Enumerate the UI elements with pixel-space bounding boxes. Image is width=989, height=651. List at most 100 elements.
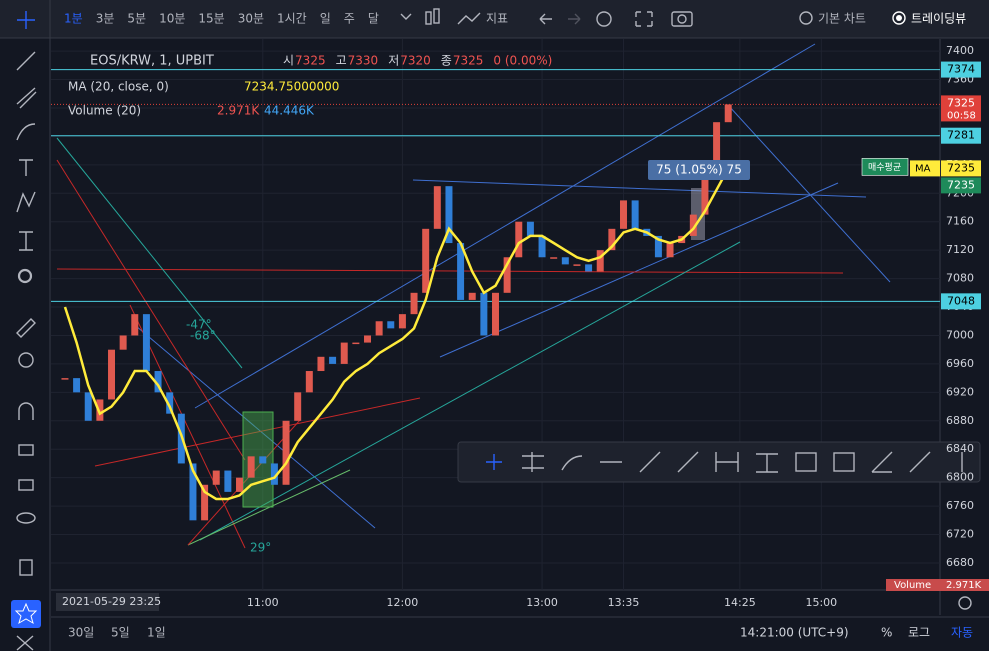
lock-tool[interactable] xyxy=(18,479,34,491)
trendline-green2 xyxy=(56,137,243,369)
ohlc-key: 시 xyxy=(283,54,294,68)
ohlc-value: 7325 xyxy=(295,54,326,68)
measure-tool[interactable] xyxy=(19,231,33,251)
candle xyxy=(259,456,267,464)
pitchfork-tool[interactable] xyxy=(16,87,37,109)
ma-price-label: 7235 xyxy=(947,161,975,174)
candle-type-button[interactable] xyxy=(425,8,440,25)
float-tool[interactable] xyxy=(561,455,583,471)
ma-line xyxy=(63,167,730,501)
redo-button[interactable] xyxy=(568,13,581,25)
angle-label: -68° xyxy=(190,329,216,343)
screenshot-button[interactable] xyxy=(671,11,693,27)
axis-settings[interactable] xyxy=(958,596,972,610)
y-tick-label: 6960 xyxy=(946,357,974,370)
range-button[interactable]: 1일 xyxy=(147,626,166,640)
candle xyxy=(212,470,220,485)
float-tool[interactable] xyxy=(715,452,739,472)
volume-label-name: Volume xyxy=(894,580,931,591)
y-tick-label: 6760 xyxy=(946,499,974,512)
candle xyxy=(457,243,465,300)
pattern-tool[interactable] xyxy=(16,191,36,213)
chart-mode-option[interactable]: 기본 차트 xyxy=(818,12,866,26)
candle xyxy=(666,243,674,258)
visibility-tool[interactable] xyxy=(16,512,36,524)
clock: 14:21:00 (UTC+9) xyxy=(740,626,849,640)
ma-price-box xyxy=(941,160,981,177)
ohlc-value: 7320 xyxy=(400,54,431,68)
x-tick-label: 12:00 xyxy=(387,596,419,609)
candle xyxy=(492,292,499,336)
volume-value-box xyxy=(940,579,989,591)
candle xyxy=(445,186,453,244)
float-tool[interactable] xyxy=(871,451,893,473)
trendline-arrow2 xyxy=(135,325,376,529)
candle xyxy=(131,314,139,336)
position-tag: 매수평균 xyxy=(868,162,901,173)
range-button[interactable]: 5일 xyxy=(111,626,130,640)
candle xyxy=(352,342,360,345)
interval-button[interactable]: 30분 xyxy=(238,12,264,26)
float-tool[interactable] xyxy=(833,452,855,472)
volume-title: Volume (20) xyxy=(68,104,141,118)
hide-tool[interactable] xyxy=(16,635,34,651)
price-label: 7281 xyxy=(947,129,975,142)
candle xyxy=(596,250,604,272)
interval-button[interactable]: 1분 xyxy=(64,12,83,26)
magnet-tool[interactable] xyxy=(18,402,34,420)
float-crosshair[interactable] xyxy=(486,454,502,470)
interval-button[interactable]: 3분 xyxy=(96,12,115,26)
candle xyxy=(166,392,174,414)
favorite-tool[interactable] xyxy=(11,600,41,628)
crosshair-date-box xyxy=(56,593,159,611)
chart-mode-option[interactable]: 트레이딩뷰 xyxy=(911,12,966,26)
y-tick-label: 6920 xyxy=(946,385,974,398)
y-tick-label: 6680 xyxy=(946,556,974,569)
ohlc-key: 종 xyxy=(441,54,452,68)
candle xyxy=(96,399,104,421)
float-tool[interactable] xyxy=(756,453,778,473)
scale-option[interactable]: 자동 xyxy=(951,626,973,640)
scale-option[interactable]: % xyxy=(881,626,892,640)
undo-button[interactable] xyxy=(539,13,552,25)
crosshair-tool[interactable] xyxy=(17,11,35,29)
range-button[interactable]: 30일 xyxy=(68,626,94,640)
interval-button[interactable]: 주 xyxy=(344,12,355,26)
float-tool[interactable] xyxy=(677,451,699,473)
float-tool[interactable] xyxy=(795,452,817,472)
interval-dropdown[interactable] xyxy=(400,13,412,20)
radio-tradingview[interactable] xyxy=(892,11,906,25)
current-price-label: 7325 xyxy=(947,96,975,109)
text-tool[interactable] xyxy=(19,159,33,176)
float-tool[interactable] xyxy=(522,452,544,472)
fullscreen-button[interactable] xyxy=(635,11,653,27)
indicator-button[interactable]: 지표 xyxy=(486,12,508,26)
float-tool[interactable] xyxy=(909,451,931,473)
interval-button[interactable]: 일 xyxy=(320,12,331,26)
trendline-red xyxy=(56,159,246,461)
interval-button[interactable]: 달 xyxy=(368,12,379,26)
interval-button[interactable]: 5분 xyxy=(127,12,146,26)
interval-button[interactable]: 10분 xyxy=(159,12,185,26)
ohlc-change: 0 (0.00%) xyxy=(493,54,552,68)
candle xyxy=(515,221,523,258)
candle xyxy=(585,264,593,272)
delete-tool[interactable] xyxy=(19,559,33,576)
candle xyxy=(713,122,721,180)
zoom-in-tool[interactable] xyxy=(18,352,34,368)
radio-dot xyxy=(896,15,902,21)
interval-button[interactable]: 1시간 xyxy=(277,12,307,26)
zoom-tool[interactable] xyxy=(17,268,33,284)
lock-draw-tool[interactable] xyxy=(18,444,34,456)
brush-tool[interactable] xyxy=(16,123,36,141)
interval-button[interactable]: 15분 xyxy=(198,12,224,26)
trendline-tool[interactable] xyxy=(16,51,36,71)
float-tool[interactable] xyxy=(639,451,661,473)
candle xyxy=(526,221,534,236)
radio-basic[interactable] xyxy=(799,11,813,25)
settings-button[interactable] xyxy=(596,11,612,27)
x-tick-label: 13:00 xyxy=(526,596,558,609)
floating-toolbar xyxy=(457,441,981,483)
ruler-tool[interactable] xyxy=(16,318,36,338)
scale-option[interactable]: 로그 xyxy=(908,626,930,640)
